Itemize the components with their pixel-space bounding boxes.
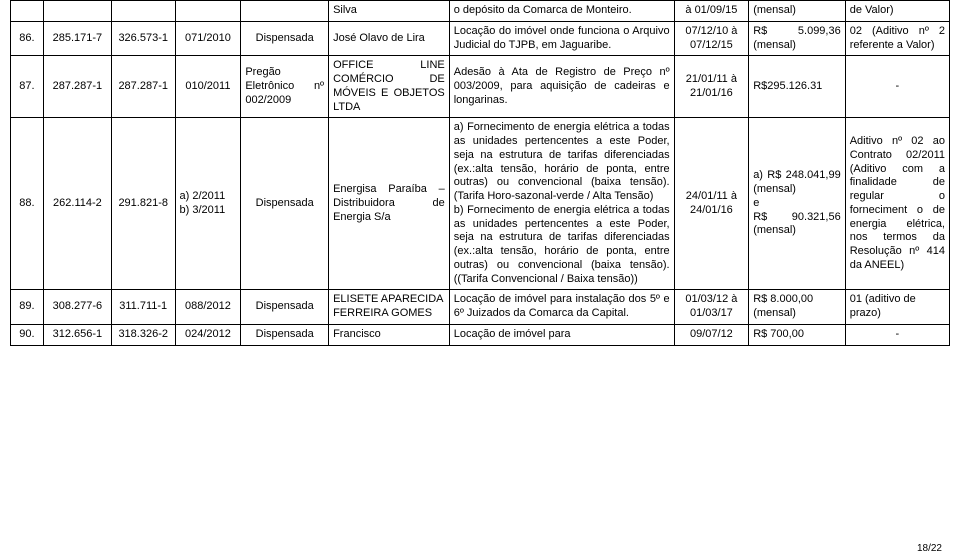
table-cell xyxy=(111,1,175,22)
table-cell xyxy=(43,1,111,22)
table-cell: Dispensada xyxy=(241,118,329,290)
table-cell: 21/01/11 à 21/01/16 xyxy=(674,56,749,118)
table-cell: Pregão Eletrônico nº 002/2009 xyxy=(241,56,329,118)
table-cell xyxy=(11,1,44,22)
table-cell: 024/2012 xyxy=(175,324,241,345)
table-cell: 326.573-1 xyxy=(111,21,175,56)
table-cell: 285.171-7 xyxy=(43,21,111,56)
table-cell: 262.114-2 xyxy=(43,118,111,290)
table-body: Silvao depósito da Comarca de Monteiro.à… xyxy=(11,1,950,346)
table-cell: Locação de imóvel para xyxy=(449,324,674,345)
table-cell: 90. xyxy=(11,324,44,345)
table-cell: 24/01/11 à 24/01/16 xyxy=(674,118,749,290)
table-cell: a) R$ 248.041,99 (mensal)eR$ 90.321,56 (… xyxy=(749,118,846,290)
table-cell: Locação de imóvel para instalação dos 5º… xyxy=(449,290,674,325)
table-cell xyxy=(241,1,329,22)
table-row: 90.312.656-1318.326-2024/2012DispensadaF… xyxy=(11,324,950,345)
table-row: 87.287.287-1287.287-1010/2011Pregão Elet… xyxy=(11,56,950,118)
table-cell: à 01/09/15 xyxy=(674,1,749,22)
table-cell: 86. xyxy=(11,21,44,56)
table-cell: 071/2010 xyxy=(175,21,241,56)
table-cell: José Olavo de Lira xyxy=(329,21,450,56)
table-cell: - xyxy=(845,324,949,345)
table-cell: 09/07/12 xyxy=(674,324,749,345)
table-cell: Energisa Paraíba – Distribuidora de Ener… xyxy=(329,118,450,290)
table-cell: R$ 700,00 xyxy=(749,324,846,345)
table-cell: 291.821-8 xyxy=(111,118,175,290)
table-row: 89.308.277-6311.711-1088/2012DispensadaE… xyxy=(11,290,950,325)
table-cell: 311.711-1 xyxy=(111,290,175,325)
table-cell: 02 (Aditivo nº 2 referente a Valor) xyxy=(845,21,949,56)
table-cell: Dispensada xyxy=(241,324,329,345)
table-cell: Dispensada xyxy=(241,21,329,56)
table-cell: 89. xyxy=(11,290,44,325)
table-cell: 07/12/10 à 07/12/15 xyxy=(674,21,749,56)
table-cell: OFFICE LINE COMÉRCIO DE MÓVEIS E OBJETOS… xyxy=(329,56,450,118)
table-cell: ELISETE APARECIDA FERREIRA GOMES xyxy=(329,290,450,325)
table-cell: 010/2011 xyxy=(175,56,241,118)
table-cell: R$ 8.000,00 (mensal) xyxy=(749,290,846,325)
table-row: 88.262.114-2291.821-8a) 2/2011b) 3/2011D… xyxy=(11,118,950,290)
data-table: Silvao depósito da Comarca de Monteiro.à… xyxy=(10,0,950,346)
table-cell: Silva xyxy=(329,1,450,22)
table-cell: 318.326-2 xyxy=(111,324,175,345)
table-cell: 01/03/12 à 01/03/17 xyxy=(674,290,749,325)
page-footer: 18/22 xyxy=(917,543,942,554)
table-row: 86.285.171-7326.573-1071/2010DispensadaJ… xyxy=(11,21,950,56)
table-cell: 287.287-1 xyxy=(43,56,111,118)
table-cell: a) 2/2011b) 3/2011 xyxy=(175,118,241,290)
table-cell: R$ 5.099,36 (mensal) xyxy=(749,21,846,56)
table-cell: R$295.126.31 xyxy=(749,56,846,118)
table-cell: de Valor) xyxy=(845,1,949,22)
table-cell: 88. xyxy=(11,118,44,290)
table-cell: 308.277-6 xyxy=(43,290,111,325)
table-cell: o depósito da Comarca de Monteiro. xyxy=(449,1,674,22)
table-cell: a) Fornecimento de energia elétrica a to… xyxy=(449,118,674,290)
table-row: Silvao depósito da Comarca de Monteiro.à… xyxy=(11,1,950,22)
table-cell: 01 (aditivo de prazo) xyxy=(845,290,949,325)
table-cell: Francisco xyxy=(329,324,450,345)
table-cell: Dispensada xyxy=(241,290,329,325)
table-cell: Adesão à Ata de Registro de Preço nº 003… xyxy=(449,56,674,118)
table-cell: 312.656-1 xyxy=(43,324,111,345)
table-cell: Aditivo nº 02 ao Contrato 02/2011 (Aditi… xyxy=(845,118,949,290)
table-cell: (mensal) xyxy=(749,1,846,22)
table-cell: 87. xyxy=(11,56,44,118)
table-cell: 287.287-1 xyxy=(111,56,175,118)
table-cell: - xyxy=(845,56,949,118)
table-cell xyxy=(175,1,241,22)
table-cell: Locação do imóvel onde funciona o Arquiv… xyxy=(449,21,674,56)
table-cell: 088/2012 xyxy=(175,290,241,325)
